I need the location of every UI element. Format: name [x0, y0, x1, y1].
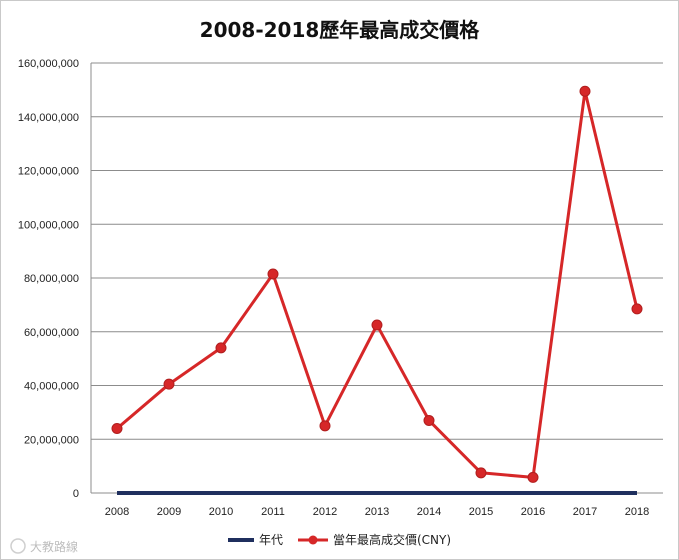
data-point: [267, 268, 279, 280]
x-tick-label: 2009: [157, 506, 181, 518]
data-point: [527, 471, 539, 483]
series-line: [116, 89, 639, 479]
data-point: [215, 342, 227, 354]
y-tick-labels: 0 20,000,000 40,000,000 60,000,000 80,000,00…: [18, 58, 79, 500]
series-group: [111, 85, 643, 495]
data-point: [319, 420, 331, 432]
data-point: [163, 378, 175, 390]
x-tick-label: 2012: [313, 506, 337, 518]
watermark: 大教路線: [10, 538, 78, 554]
y-tick-label: 20,000,000: [24, 434, 79, 446]
data-point: [371, 319, 383, 331]
legend: 年代 當年最高成交價(CNY): [228, 532, 451, 547]
y-tick-label: 40,000,000: [24, 381, 79, 393]
chart-title: 2008-2018歷年最高成交價格: [199, 18, 480, 42]
legend-label: 當年最高成交價(CNY): [333, 532, 451, 547]
watermark-icon: [10, 538, 26, 554]
x-tick-label: 2017: [573, 506, 597, 518]
x-tick-label: 2016: [521, 506, 545, 518]
x-tick-label: 2013: [365, 506, 389, 518]
y-tick-label: 80,000,000: [24, 273, 79, 285]
data-point: [475, 467, 487, 479]
x-tick-label: 2008: [105, 506, 129, 518]
watermark-text: 大教路線: [30, 539, 78, 554]
y-tick-label: 140,000,000: [18, 112, 79, 124]
x-tick-labels: 2008 2009 2010 2011 2012 2013 2014 2015 2016 2017…: [105, 506, 649, 518]
y-tick-label: 100,000,000: [18, 219, 79, 231]
data-point: [423, 414, 435, 426]
x-tick-label: 2014: [417, 506, 441, 518]
data-point: [631, 303, 643, 315]
y-tick-label: 0: [73, 488, 79, 500]
y-tick-label: 160,000,000: [18, 58, 79, 70]
x-tick-label: 2010: [209, 506, 233, 518]
legend-marker: [308, 535, 318, 545]
x-tick-label: 2011: [261, 506, 285, 518]
x-tick-label: 2015: [469, 506, 493, 518]
data-point: [111, 423, 123, 434]
data-point: [579, 85, 591, 97]
y-tick-label: 60,000,000: [24, 327, 79, 339]
grid-lines: [91, 62, 663, 440]
legend-label: 年代: [259, 533, 283, 547]
x-tick-label: 2018: [625, 506, 649, 518]
y-tick-label: 120,000,000: [18, 166, 79, 178]
